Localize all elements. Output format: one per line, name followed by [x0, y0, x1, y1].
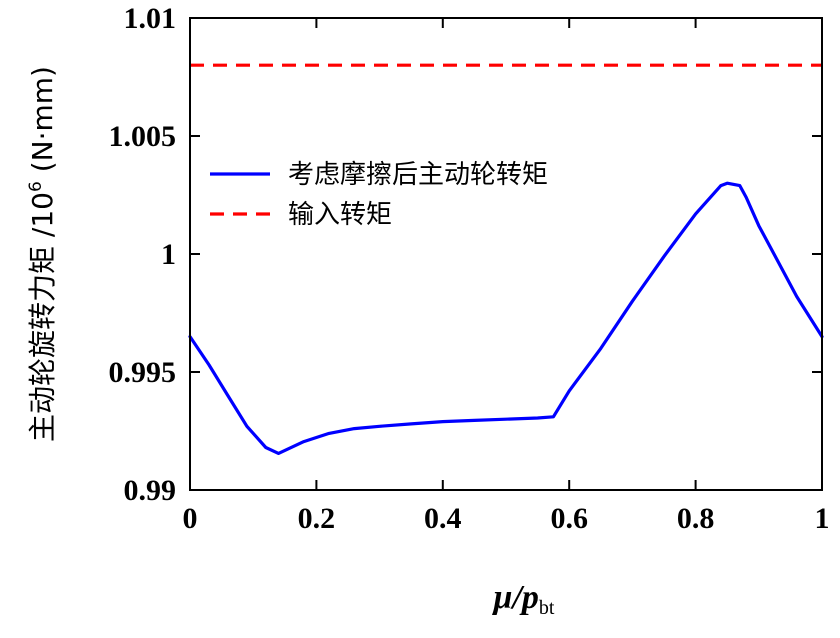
y-tick-label: 0.995 — [109, 356, 177, 389]
x-axis-label: μ/pbt — [492, 579, 555, 619]
y-tick-label: 0.99 — [124, 474, 177, 507]
x-tick-label: 0.8 — [677, 502, 715, 535]
legend-label-2: 输入转矩 — [288, 200, 392, 230]
y-tick-label: 1.01 — [124, 2, 177, 35]
series-line-1 — [188, 181, 824, 455]
legend-label-1: 考虑摩擦后主动轮转矩 — [288, 160, 548, 190]
x-tick-label: 1 — [815, 502, 830, 535]
axes-layer: 0 0.2 0.4 0.6 0.8 1 0.99 0.995 1 1.005 1.01 — [109, 2, 830, 535]
x-tick-label: 0.6 — [550, 502, 588, 535]
y-axis-label: 主动轮旋转力矩 /106 (N·mm) — [26, 66, 59, 442]
x-tick-label: 0 — [183, 502, 198, 535]
axis-labels: μ/pbt 主动轮旋转力矩 /106 (N·mm) — [26, 66, 555, 619]
marks-layer — [188, 63, 824, 455]
x-tick-label: 0.4 — [424, 502, 462, 535]
y-tick-label: 1 — [161, 238, 176, 271]
x-tick-label: 0.2 — [298, 502, 336, 535]
y-tick-label: 1.005 — [109, 120, 177, 153]
